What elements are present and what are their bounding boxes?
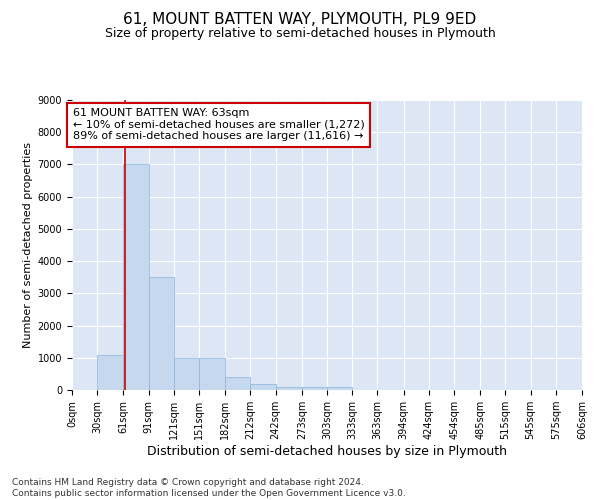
Bar — [174, 358, 199, 390]
Bar — [327, 387, 352, 390]
Y-axis label: Number of semi-detached properties: Number of semi-detached properties — [23, 142, 34, 348]
Bar — [225, 377, 250, 390]
Bar — [302, 387, 327, 390]
X-axis label: Distribution of semi-detached houses by size in Plymouth: Distribution of semi-detached houses by … — [147, 445, 507, 458]
Text: 61, MOUNT BATTEN WAY, PLYMOUTH, PL9 9ED: 61, MOUNT BATTEN WAY, PLYMOUTH, PL9 9ED — [124, 12, 476, 28]
Text: Contains HM Land Registry data © Crown copyright and database right 2024.
Contai: Contains HM Land Registry data © Crown c… — [12, 478, 406, 498]
Bar — [97, 354, 124, 390]
Bar — [124, 164, 149, 390]
Text: Size of property relative to semi-detached houses in Plymouth: Size of property relative to semi-detach… — [104, 28, 496, 40]
Bar — [199, 358, 225, 390]
Bar — [275, 387, 302, 390]
Text: 61 MOUNT BATTEN WAY: 63sqm
← 10% of semi-detached houses are smaller (1,272)
89%: 61 MOUNT BATTEN WAY: 63sqm ← 10% of semi… — [73, 108, 365, 142]
Bar — [149, 277, 174, 390]
Bar — [250, 384, 275, 390]
